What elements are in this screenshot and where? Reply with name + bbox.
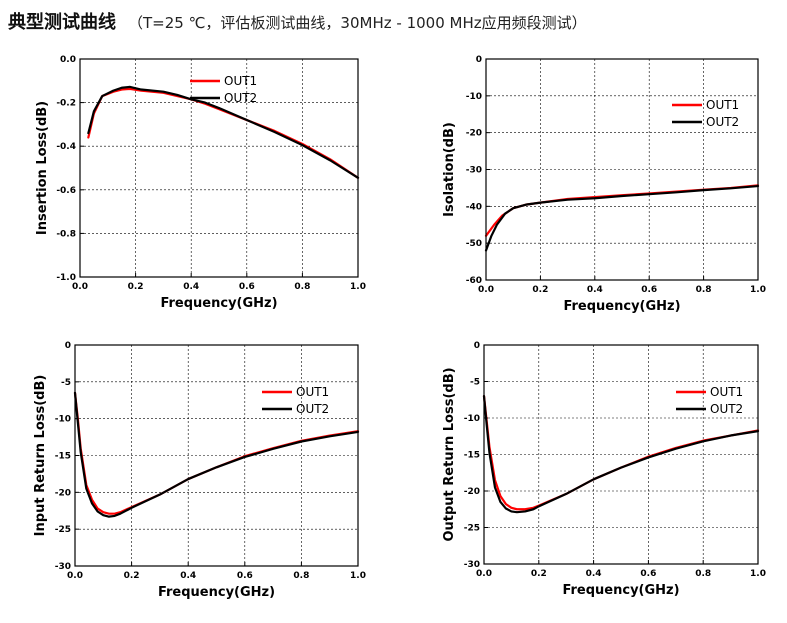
x-tick-label: 0.8 xyxy=(293,571,309,581)
x-tick-label: 0.4 xyxy=(586,569,602,579)
y-tick-label: -1.0 xyxy=(56,273,76,283)
x-axis-label: Frequency(GHz) xyxy=(563,299,680,314)
x-axis-label: Frequency(GHz) xyxy=(562,583,679,598)
legend-label-out2: OUT2 xyxy=(224,91,257,105)
x-tick-label: 0.4 xyxy=(180,571,196,581)
y-tick-label: -5 xyxy=(61,378,71,388)
page-title: 典型测试曲线 xyxy=(8,12,116,33)
y-tick-label: -15 xyxy=(55,452,71,462)
y-tick-label: -10 xyxy=(55,415,71,425)
y-tick-label: 0 xyxy=(476,55,482,65)
legend-label-out1: OUT1 xyxy=(710,385,743,399)
x-tick-label: 0.8 xyxy=(695,569,711,579)
y-axis-label: Input Return Loss(dB) xyxy=(33,375,48,537)
y-tick-label: -0.4 xyxy=(56,142,76,152)
series-line-out1 xyxy=(484,184,760,237)
x-tick-label: 0.0 xyxy=(72,282,88,292)
x-tick-label: 0.6 xyxy=(640,569,656,579)
legend-label-out2: OUT2 xyxy=(710,402,743,416)
x-tick-label: 0.6 xyxy=(641,285,657,295)
plot-frame xyxy=(485,58,759,281)
series-line-out2 xyxy=(87,85,360,179)
legend-label-out1: OUT1 xyxy=(706,98,739,112)
y-tick-label: 0.0 xyxy=(60,55,76,65)
isolation-chart: 0.0 0.2 0.4 0.6 0.8 1.0 -60 -50 -40 -30 -20 -10 0 OUT… xyxy=(442,55,766,314)
y-axis-label: Insertion Loss(dB) xyxy=(35,101,50,235)
x-tick-label: 0.4 xyxy=(587,285,603,295)
y-tick-label: -20 xyxy=(464,487,480,497)
y-tick-label: -30 xyxy=(466,166,482,176)
x-tick-label: 0.0 xyxy=(478,285,494,295)
y-tick-label: -0.2 xyxy=(56,99,76,109)
x-axis-label: Frequency(GHz) xyxy=(160,296,277,311)
y-tick-label: -40 xyxy=(466,202,482,212)
input-return-loss-chart: 0.0 0.2 0.4 0.6 0.8 1.0 -30 -25 -20 -15 -10 -5 0 OUT1… xyxy=(33,341,366,600)
y-tick-label: -15 xyxy=(464,451,480,461)
x-tick-label: 0.6 xyxy=(237,571,253,581)
page-header: 典型测试曲线 （T=25 ℃，评估板测试曲线，30MHz - 1000 MHz应用… xyxy=(8,8,587,34)
y-tick-label: -0.6 xyxy=(56,186,76,196)
x-tick-label: 1.0 xyxy=(350,282,366,292)
x-tick-label: 1.0 xyxy=(750,569,766,579)
y-tick-label: -25 xyxy=(55,525,71,535)
page-subtitle: （T=25 ℃，评估板测试曲线，30MHz - 1000 MHz应用频段测试） xyxy=(128,14,587,32)
plot-frame xyxy=(74,344,359,567)
series-line-out2 xyxy=(484,184,760,252)
x-tick-label: 0.4 xyxy=(183,282,199,292)
series-line-out2 xyxy=(73,391,360,518)
x-tick-label: 0.2 xyxy=(531,569,547,579)
y-tick-label: -20 xyxy=(55,488,71,498)
x-tick-label: 0.2 xyxy=(128,282,144,292)
legend-label-out2: OUT2 xyxy=(706,115,739,129)
x-tick-label: 1.0 xyxy=(750,285,766,295)
legend-label-out1: OUT1 xyxy=(296,385,329,399)
x-tick-label: 1.0 xyxy=(350,571,366,581)
series-line-out2 xyxy=(482,395,760,514)
x-axis-label: Frequency(GHz) xyxy=(158,585,275,600)
x-tick-label: 0.0 xyxy=(67,571,83,581)
x-tick-label: 0.2 xyxy=(532,285,548,295)
y-tick-label: -5 xyxy=(470,378,480,388)
y-tick-label: -30 xyxy=(464,560,480,570)
output-return-loss-chart: 0.0 0.2 0.4 0.6 0.8 1.0 -30 -25 -20 -15 -10 -5 0 OUT1… xyxy=(442,341,766,598)
y-axis-label: Isolation(dB) xyxy=(442,122,457,217)
y-tick-label: -30 xyxy=(55,562,71,572)
x-tick-label: 0.8 xyxy=(696,285,712,295)
y-tick-label: 0 xyxy=(474,341,480,351)
y-tick-label: 0 xyxy=(65,341,71,351)
x-tick-label: 0.8 xyxy=(294,282,310,292)
x-tick-label: 0.6 xyxy=(239,282,255,292)
plot-frame xyxy=(483,344,759,565)
x-tick-label: 0.0 xyxy=(476,569,492,579)
y-axis-label: Output Return Loss(dB) xyxy=(442,367,457,541)
legend-label-out1: OUT1 xyxy=(224,74,257,88)
y-tick-label: -10 xyxy=(464,414,480,424)
y-tick-label: -25 xyxy=(464,524,480,534)
insertion-loss-chart: 0.0 0.2 0.4 0.6 0.8 1.0 -1.0 -0.8 -0.6 -0.4 -0.2 0.… xyxy=(35,55,366,311)
y-tick-label: -10 xyxy=(466,92,482,102)
y-tick-label: -50 xyxy=(466,239,482,249)
x-tick-label: 0.2 xyxy=(124,571,140,581)
y-tick-label: -60 xyxy=(466,276,482,286)
y-tick-label: -20 xyxy=(466,129,482,139)
plot-frame xyxy=(79,58,359,278)
legend-label-out2: OUT2 xyxy=(296,402,329,416)
y-tick-label: -0.8 xyxy=(56,229,76,239)
